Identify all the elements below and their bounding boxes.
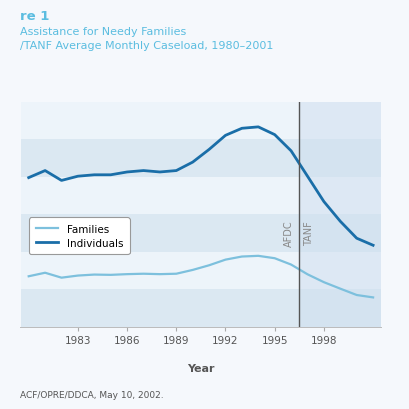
Bar	[20, 290, 380, 327]
Text: Year: Year	[187, 363, 214, 373]
Text: ACF/OPRE/DDCA, May 10, 2002.: ACF/OPRE/DDCA, May 10, 2002.	[20, 390, 164, 399]
Bar	[20, 252, 380, 290]
Bar	[299, 102, 380, 327]
Text: /TANF Average Monthly Caseload, 1980–2001: /TANF Average Monthly Caseload, 1980–200…	[20, 41, 273, 51]
Text: Assistance for Needy Families: Assistance for Needy Families	[20, 27, 186, 36]
Bar	[20, 140, 380, 177]
Legend: Families, Individuals: Families, Individuals	[29, 218, 129, 254]
Text: AFDC: AFDC	[284, 220, 294, 246]
Bar	[20, 215, 380, 252]
Bar	[20, 177, 380, 215]
Text: re 1: re 1	[20, 10, 50, 23]
Text: TANF: TANF	[303, 220, 313, 245]
Bar	[20, 102, 380, 140]
